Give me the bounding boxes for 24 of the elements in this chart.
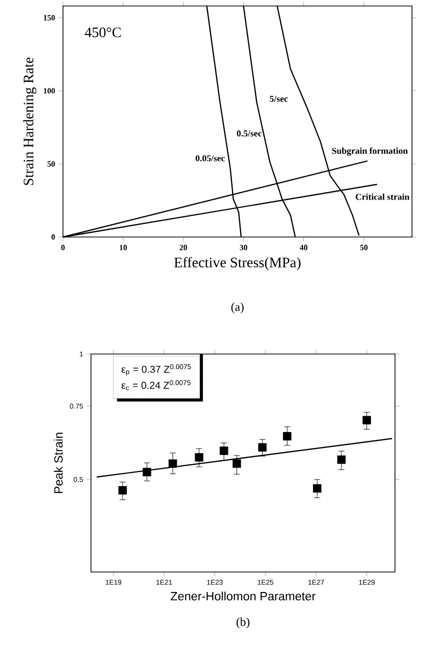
text: (a) — [231, 302, 244, 314]
annotation: ε$_{p}$ = 0.37 Z$^{0.0075}$ — [122, 364, 191, 376]
x-tick-label: 0 — [61, 244, 65, 250]
x-tick-label: 20 — [180, 244, 188, 250]
annotation: 450°C — [84, 28, 121, 38]
x-tick-label: 50 — [360, 244, 368, 250]
y-axis-title: Peak Strain — [54, 432, 63, 494]
annotation: ε$_{c}$ = 0.24 Z$^{0.0075}$ — [122, 380, 191, 390]
x-tick-label: 10 — [120, 244, 127, 250]
y-axis-title: Strain Hardening Rate — [23, 58, 36, 185]
series-label: 0.05/sec — [196, 155, 225, 162]
x-tick-label: 30 — [240, 244, 248, 250]
series-label: 0.5/sec — [236, 130, 262, 136]
x-axis-title: Zener-Hollomon Parameter — [170, 592, 316, 600]
y-tick-label: 0 — [51, 234, 55, 240]
y-tick-label: 150 — [44, 15, 55, 20]
x-tick-label: 40 — [300, 244, 308, 250]
y-tick-label: 100 — [44, 88, 55, 94]
y-tick-label: 50 — [48, 161, 55, 167]
text: (b) — [236, 618, 250, 628]
x-axis-title: Effective Stress(MPa) — [174, 257, 300, 270]
series-label: Subgrain formation — [332, 147, 408, 156]
series-label: Critical strain — [356, 194, 410, 200]
series-label: 5/sec — [270, 96, 288, 102]
